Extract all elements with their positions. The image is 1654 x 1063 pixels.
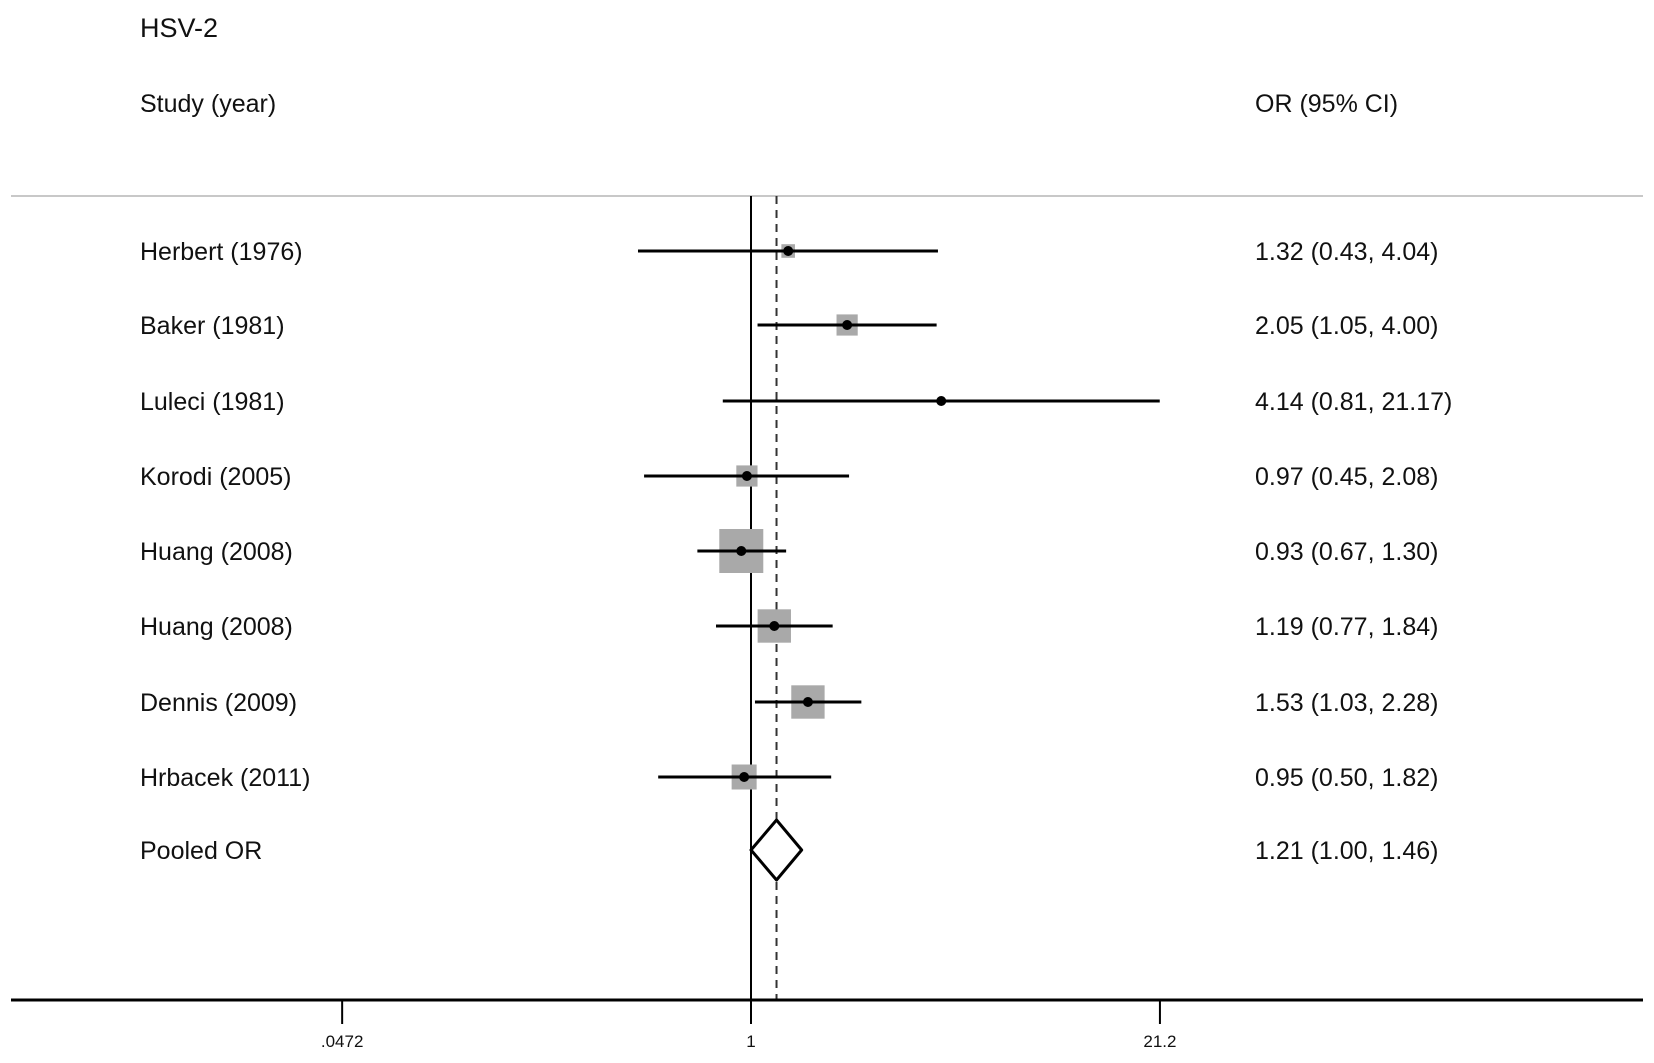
estimate-column-header: OR (95% CI) bbox=[1255, 90, 1398, 118]
point-estimate bbox=[736, 546, 747, 556]
pooled-estimate-text: 1.21 (1.00, 1.46) bbox=[1255, 837, 1438, 865]
chart-title: HSV-2 bbox=[140, 13, 218, 43]
study-estimate-text: 1.19 (0.77, 1.84) bbox=[1255, 613, 1438, 641]
point-estimate bbox=[783, 246, 794, 256]
study-estimate-text: 0.93 (0.67, 1.30) bbox=[1255, 538, 1438, 566]
study-estimate-text: 0.97 (0.45, 2.08) bbox=[1255, 463, 1438, 491]
study-estimate-text: 4.14 (0.81, 21.17) bbox=[1255, 388, 1452, 416]
study-label: Huang (2008) bbox=[140, 613, 293, 641]
pooled-diamond bbox=[749, 818, 804, 882]
study-label: Huang (2008) bbox=[140, 538, 293, 566]
study-label: Baker (1981) bbox=[140, 312, 285, 340]
study-label: Korodi (2005) bbox=[140, 463, 291, 491]
pooled-label: Pooled OR bbox=[140, 837, 262, 865]
point-estimate bbox=[739, 772, 750, 782]
x-tick-label: 21.2 bbox=[1143, 1032, 1176, 1051]
point-estimate bbox=[936, 396, 947, 406]
point-estimate bbox=[769, 621, 780, 631]
point-estimate bbox=[842, 320, 853, 330]
study-column-header: Study (year) bbox=[140, 90, 276, 118]
point-estimate bbox=[741, 471, 752, 481]
study-estimate-text: 1.53 (1.03, 2.28) bbox=[1255, 689, 1438, 717]
study-label: Luleci (1981) bbox=[140, 388, 285, 416]
x-tick-label: 1 bbox=[746, 1032, 755, 1051]
x-tick-label: .0472 bbox=[321, 1032, 364, 1051]
study-label: Hrbacek (2011) bbox=[140, 764, 310, 792]
study-label: Dennis (2009) bbox=[140, 689, 297, 717]
study-estimate-text: 2.05 (1.05, 4.00) bbox=[1255, 312, 1438, 340]
study-estimate-text: 1.32 (0.43, 4.04) bbox=[1255, 238, 1438, 266]
study-estimate-text: 0.95 (0.50, 1.82) bbox=[1255, 764, 1438, 792]
point-estimate bbox=[802, 697, 813, 707]
study-label: Herbert (1976) bbox=[140, 238, 303, 266]
